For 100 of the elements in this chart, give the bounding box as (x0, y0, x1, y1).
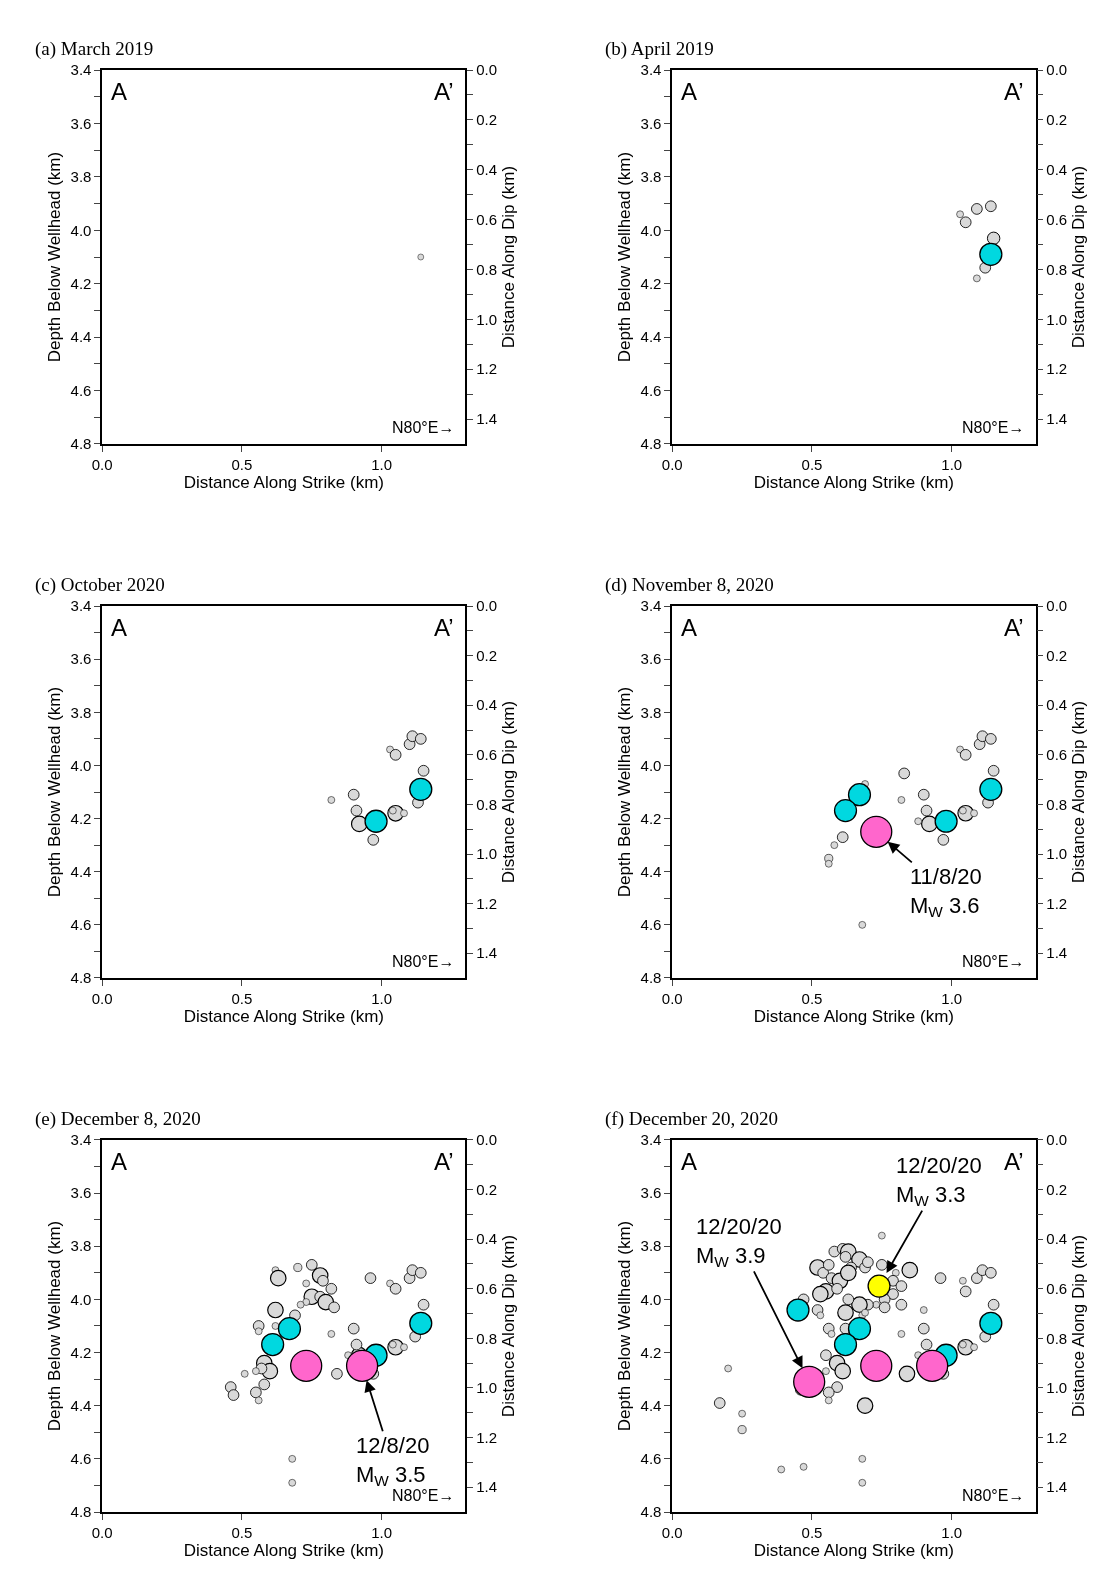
x-tick-label: 0.0 (91, 455, 113, 473)
y-tick-label: 4.6 (70, 381, 92, 399)
y-tick-label: 4.0 (70, 1290, 92, 1308)
y-tick-label: 4.4 (70, 328, 92, 346)
y-axis-title: Depth Below Wellhead (km) (614, 686, 634, 898)
annotation: A’ (1004, 78, 1024, 105)
x-tick-label: 1.0 (371, 455, 393, 473)
y2-tick-label: 0.4 (476, 161, 498, 179)
x-tick-label: 0.5 (231, 455, 253, 473)
x-tick-label: 0.5 (801, 989, 823, 1007)
annotation: A (681, 614, 698, 641)
y2-tick-label: 1.2 (476, 1428, 498, 1446)
y2-tick-label: 0.8 (1046, 260, 1068, 278)
y-tick-label: 4.8 (640, 969, 662, 987)
y-tick-label: 4.4 (70, 862, 92, 880)
y-tick-label: 3.8 (640, 168, 662, 186)
y2-tick-label: 1.4 (1046, 410, 1068, 428)
y2-tick-label: 0.2 (476, 1180, 498, 1198)
y-tick-label: 4.4 (70, 1396, 92, 1414)
y-tick-label: 4.4 (640, 862, 662, 880)
y-axis-title: Depth Below Wellhead (km) (44, 151, 64, 363)
y-tick-label: 3.4 (70, 1131, 92, 1149)
y2-tick-label: 1.4 (476, 1478, 498, 1496)
y-tick-label: 4.0 (640, 756, 662, 774)
y-tick-label: 3.8 (70, 703, 92, 721)
y2-tick-label: 0.2 (1046, 111, 1068, 129)
x-axis-title: Distance Along Strike (km) (753, 1540, 955, 1560)
y-tick-label: 4.6 (640, 381, 662, 399)
x-tick-label: 0.0 (661, 1523, 683, 1541)
y2-tick-label: 0.4 (476, 1230, 498, 1248)
y2-tick-label: 1.4 (1046, 1478, 1068, 1496)
x-tick-label: 1.0 (371, 1523, 393, 1541)
y2-tick-label: 1.0 (476, 845, 498, 863)
y-axis-title: Depth Below Wellhead (km) (44, 686, 64, 898)
x-tick-label: 0.0 (661, 989, 683, 1007)
chart-title: (b) April 2019 (605, 38, 714, 60)
y2-tick-label: 1.2 (1046, 894, 1068, 912)
y2-tick-label: 0.6 (476, 210, 498, 228)
x-tick-label: 0.0 (91, 1523, 113, 1541)
y2-tick-label: 0.6 (1046, 210, 1068, 228)
annotation: N80°E→ (962, 1487, 1025, 1504)
y-tick-label: 4.0 (70, 756, 92, 774)
y2-tick-label: 1.0 (1046, 1379, 1068, 1397)
annotation: A (681, 78, 698, 105)
y-tick-label: 4.6 (640, 1450, 662, 1468)
x-axis-title: Distance Along Strike (km) (183, 472, 384, 492)
y-tick-label: 3.6 (70, 1184, 92, 1202)
y2-tick-label: 0.8 (476, 1329, 498, 1347)
y-tick-label: 4.2 (640, 1343, 662, 1361)
annotation: N80°E→ (962, 419, 1025, 436)
y-tick-label: 3.8 (640, 1237, 662, 1255)
annotation: A’ (434, 614, 454, 641)
y-tick-label: 3.6 (70, 114, 92, 132)
x-axis-title: Distance Along Strike (km) (753, 1006, 955, 1026)
y2-tick-label: 1.0 (476, 310, 498, 328)
y2-tick-label: 0.4 (1046, 696, 1068, 714)
y-tick-label: 4.8 (640, 1503, 662, 1521)
x-tick-label: 0.5 (231, 1523, 253, 1541)
y2-tick-label: 0.6 (476, 746, 498, 764)
annotation: A (111, 78, 128, 105)
y-tick-label: 4.6 (640, 916, 662, 934)
y2-tick-label: 0.2 (1046, 646, 1068, 664)
y2-tick-label: 1.4 (476, 410, 498, 428)
y2-tick-label: 0.0 (476, 1131, 498, 1149)
y-tick-label: 4.2 (70, 809, 92, 827)
y2-axis-title: Distance Along Dip (km) (1069, 165, 1089, 349)
annotation: N80°E→ (962, 953, 1025, 970)
x-tick-label: 0.5 (801, 455, 823, 473)
y2-axis-title: Distance Along Dip (km) (499, 700, 518, 884)
y2-tick-label: 1.0 (1046, 845, 1068, 863)
annotation: 11/8/20 M$_{W}$ 3.6 (910, 864, 982, 921)
y2-tick-label: 0.8 (476, 260, 498, 278)
y2-tick-label: 0.8 (476, 795, 498, 813)
y-tick-label: 3.4 (70, 597, 92, 615)
chart-title: (c) October 2020 (35, 574, 165, 596)
y2-tick-label: 0.2 (476, 646, 498, 664)
y2-tick-label: 0.8 (1046, 1329, 1068, 1347)
y-axis-title: Depth Below Wellhead (km) (44, 1220, 64, 1432)
y-tick-label: 4.8 (640, 435, 662, 453)
y2-tick-label: 0.0 (1046, 597, 1068, 615)
x-axis-title: Distance Along Strike (km) (753, 472, 955, 492)
x-axis-title: Distance Along Strike (km) (183, 1006, 384, 1026)
y-tick-label: 3.4 (640, 61, 662, 79)
y2-tick-label: 1.2 (1046, 1428, 1068, 1446)
annotation: A (111, 1148, 128, 1175)
y2-axis-title: Distance Along Dip (km) (499, 165, 518, 349)
y2-tick-label: 0.4 (1046, 161, 1068, 179)
chart-title: (d) November 8, 2020 (605, 574, 774, 596)
y-tick-label: 4.0 (640, 221, 662, 239)
y2-tick-label: 0.6 (1046, 746, 1068, 764)
x-tick-label: 1.0 (371, 989, 393, 1007)
y-tick-label: 3.8 (70, 1237, 92, 1255)
y-tick-label: 3.8 (640, 703, 662, 721)
y-axis-title: Depth Below Wellhead (km) (614, 1220, 634, 1432)
y-tick-label: 3.6 (640, 114, 662, 132)
y-tick-label: 3.4 (70, 61, 92, 79)
y2-tick-label: 0.6 (476, 1280, 498, 1298)
y2-tick-label: 0.4 (1046, 1230, 1068, 1248)
y2-tick-label: 0.2 (1046, 1180, 1068, 1198)
y-tick-label: 4.2 (640, 809, 662, 827)
